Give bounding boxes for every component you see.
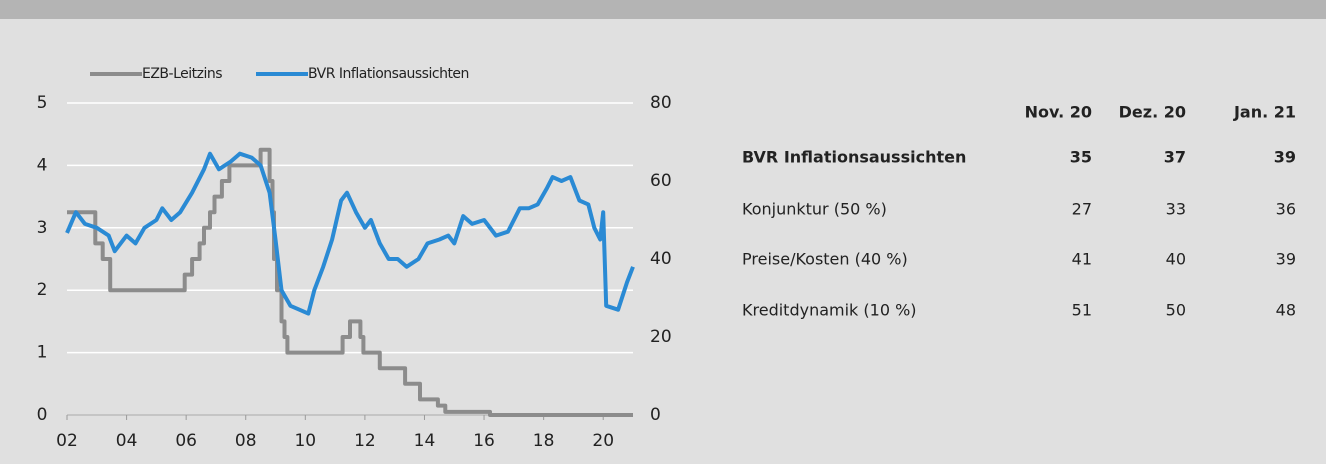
x-tick-label: 10 bbox=[294, 431, 316, 451]
cell-value: 50 bbox=[1166, 301, 1186, 320]
cell-value: 39 bbox=[1274, 148, 1296, 167]
header-bar bbox=[0, 0, 1326, 19]
x-tick-label: 20 bbox=[592, 431, 614, 451]
y-tick-label: 2 bbox=[37, 280, 48, 300]
x-tick-label: 04 bbox=[116, 431, 138, 451]
y2-tick-label: 60 bbox=[650, 171, 672, 191]
row-label: BVR Inflationsaussichten bbox=[742, 148, 966, 167]
cell-value: 37 bbox=[1164, 148, 1186, 167]
x-tick-label: 06 bbox=[175, 431, 197, 451]
y-tick-label: 5 bbox=[37, 93, 48, 113]
cell-value: 39 bbox=[1276, 250, 1296, 269]
row-label: Kreditdynamik (10 %) bbox=[742, 301, 917, 320]
legend-label: BVR Inflationsaussichten bbox=[308, 66, 469, 82]
y-tick-label: 0 bbox=[37, 405, 48, 425]
cell-value: 35 bbox=[1070, 148, 1092, 167]
line-series bbox=[65, 151, 635, 316]
table-header: Dez. 20 bbox=[1119, 103, 1186, 122]
y2-tick-label: 0 bbox=[650, 405, 661, 425]
cell-value: 27 bbox=[1072, 200, 1092, 219]
y2-tick-label: 80 bbox=[650, 93, 672, 113]
x-tick-label: 08 bbox=[235, 431, 257, 451]
x-tick-label: 16 bbox=[473, 431, 495, 451]
y-tick-label: 1 bbox=[37, 343, 48, 363]
row-label: Konjunktur (50 %) bbox=[742, 200, 887, 219]
x-tick-label: 18 bbox=[533, 431, 555, 451]
cell-value: 40 bbox=[1166, 250, 1186, 269]
table-header: Jan. 21 bbox=[1233, 103, 1296, 122]
cell-value: 36 bbox=[1276, 200, 1296, 219]
cell-value: 41 bbox=[1072, 250, 1092, 269]
y-tick-label: 4 bbox=[37, 155, 48, 175]
cell-value: 33 bbox=[1166, 200, 1186, 219]
y2-tick-label: 40 bbox=[650, 249, 672, 269]
legend-label: EZB-Leitzins bbox=[142, 66, 222, 82]
row-label: Preise/Kosten (40 %) bbox=[742, 250, 908, 269]
cell-value: 48 bbox=[1276, 301, 1296, 320]
x-tick-label: 02 bbox=[56, 431, 78, 451]
x-tick-label: 12 bbox=[354, 431, 376, 451]
cell-value: 51 bbox=[1072, 301, 1092, 320]
table-header: Nov. 20 bbox=[1025, 103, 1092, 122]
y2-tick-label: 20 bbox=[650, 327, 672, 347]
y-tick-label: 3 bbox=[37, 218, 48, 238]
x-tick-label: 14 bbox=[414, 431, 436, 451]
